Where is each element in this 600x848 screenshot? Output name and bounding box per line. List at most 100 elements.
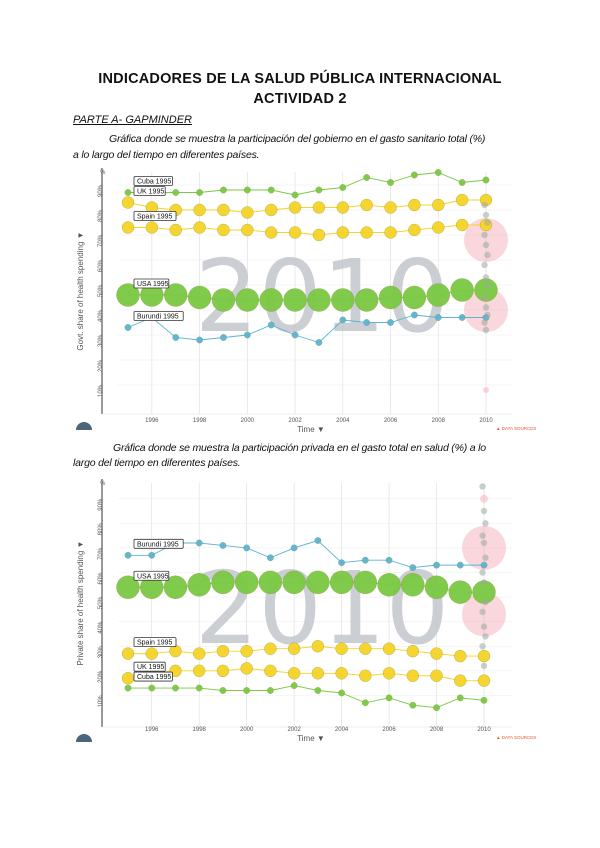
- c1-y-unit: %: [100, 170, 106, 176]
- c2-uk-1995-point-2005: [359, 669, 372, 682]
- c2-cluster-bubble-3: [482, 520, 489, 527]
- c2-spain-1995-point-2004: [335, 642, 348, 655]
- c2-usa-1995-point-2000: [235, 570, 259, 594]
- c2-y-tick-90: 90%: [98, 498, 104, 511]
- c2-highlight-bubble-1: [462, 525, 506, 570]
- c2-uk-1995-label-box: [133, 661, 166, 672]
- c1-burundi-1995-point-1999: [220, 334, 227, 341]
- c1-x-tick-2004: 2004: [336, 418, 350, 424]
- c1-cuba-1995-point-2000: [243, 186, 251, 194]
- c1-cluster-bubble-5: [482, 241, 490, 249]
- c2-spain-1995-point-2001: [264, 642, 277, 655]
- c1-y-tick-80: 80%: [98, 209, 104, 222]
- c2-burundi-1995-point-2007: [409, 564, 417, 571]
- c1-uk-1995-point-2000: [241, 206, 254, 219]
- c1-usa-1995-point-2009: [450, 278, 474, 302]
- caption-2-line-1: Gráfica donde se muestra la participació…: [113, 442, 486, 454]
- c2-spain-1995-point-2005: [359, 642, 372, 655]
- c1-burundi-1995-point-2006: [387, 319, 394, 326]
- c1-burundi-1995-label: Burundi 1995: [133, 311, 184, 321]
- c2-cuba-1995-label-text: Cuba 1995: [137, 674, 171, 681]
- c2-cluster-bubble-14: [480, 662, 488, 670]
- c1-spain-1995-point-1997: [169, 223, 182, 237]
- c2-usa-1995-point-2009: [448, 580, 472, 604]
- c2-uk-1995-point-1995: [121, 672, 135, 685]
- c2-usa-1995-point-2001: [258, 570, 283, 594]
- c1-usa-1995-point-2005: [355, 288, 379, 312]
- c2-uk-1995-point-1998: [193, 664, 206, 677]
- c2-cuba-1995-line: [128, 685, 485, 709]
- c1-spain-1995-point-2000: [241, 223, 254, 237]
- c2-burundi-1995-point-2005: [361, 556, 369, 564]
- c2-cuba-1995-label-box: [133, 671, 173, 682]
- c1-uk-1995-point-1998: [193, 203, 206, 217]
- c2-cluster-bubble-9: [482, 598, 489, 606]
- c2-usa-1995-label-box: [133, 570, 170, 581]
- c2-x-tick-2004: 2004: [335, 727, 349, 733]
- c2-uk-1995-label-text: UK 1995: [137, 664, 164, 671]
- c2-cuba-1995-label: Cuba 1995: [133, 671, 173, 682]
- c2-cluster-bubble-7: [479, 569, 486, 576]
- c1-cuba-1995-point-1995: [124, 189, 132, 196]
- c1-cluster-bubble-9: [484, 281, 491, 289]
- c1-usa-1995-point-2008: [426, 283, 450, 307]
- c2-cluster-bubble-5: [480, 539, 488, 547]
- c2-usa-1995-label: USA 1995: [133, 570, 170, 581]
- c2-burundi-1995-point-2010: [480, 561, 488, 569]
- c2-spain-1995-point-2000: [240, 645, 253, 658]
- c2-cuba-1995-point-2000: [243, 687, 251, 694]
- c1-usa-1995-point-2006: [378, 285, 403, 310]
- c1-y-label: Govt. share of health spending ▼: [76, 231, 85, 350]
- c1-uk-1995-point-1995: [121, 196, 135, 209]
- c1-burundi-1995-point-2007: [411, 311, 418, 319]
- c1-cuba-1995-point-2005: [363, 174, 371, 181]
- c1-cuba-1995-point-2001: [267, 186, 275, 194]
- c2-spain-1995-line: [128, 645, 484, 657]
- c2-burundi-1995-point-2000: [243, 544, 251, 552]
- c2-uk-1995-point-2004: [335, 667, 348, 680]
- c2-cuba-1995-point-2005: [361, 699, 369, 707]
- c1-data-source: ▲ DATA SOURCES: [496, 426, 536, 431]
- c1-spain-1995-point-2004: [336, 226, 349, 239]
- c2-spain-1995-point-1998: [193, 647, 206, 660]
- c1-cuba-1995-point-1997: [172, 189, 180, 196]
- c1-cuba-1995-point-2003: [315, 186, 323, 194]
- c2-cuba-1995-point-2003: [314, 687, 322, 694]
- c2-usa-1995-point-2008: [424, 575, 449, 599]
- c1-uk-1995-point-2008: [432, 198, 445, 212]
- c2-usa-1995-point-2006: [377, 573, 401, 597]
- c2-cuba-1995-point-2010: [480, 696, 488, 704]
- c1-spain-1995-label: Spain 1995: [133, 211, 177, 221]
- c2-highlight-bubble-3: [480, 494, 488, 503]
- c2-usa-1995-point-2007: [401, 573, 425, 597]
- c2-cuba-1995-point-2009: [456, 694, 464, 702]
- c2-uk-1995-point-2010: [477, 674, 491, 687]
- c1-spain-1995-point-2006: [384, 226, 397, 239]
- caption-1-line-2: a lo largo del tiempo en diferentes país…: [73, 149, 260, 161]
- c2-spain-1995-point-2006: [382, 642, 396, 655]
- c2-usa-1995-point-1998: [187, 573, 211, 597]
- c2-cluster-bubble-12: [482, 633, 489, 640]
- c1-usa-1995-label: USA 1995: [133, 278, 170, 289]
- c1-usa-1995-point-2007: [402, 285, 427, 310]
- c1-usa-1995-label-box: [133, 278, 170, 289]
- c1-x-tick-2010: 2010: [479, 418, 493, 424]
- c2-uk-1995-label: UK 1995: [133, 661, 166, 672]
- c1-burundi-1995-point-2003: [315, 339, 323, 346]
- c2-uk-1995-point-2003: [311, 667, 325, 680]
- c1-burundi-1995-label-box: [133, 311, 184, 321]
- c2-cluster-bubble-10: [479, 608, 486, 616]
- c2-cluster-bubble-2: [480, 507, 488, 515]
- section-heading: PARTE A- GAPMINDER: [73, 114, 192, 126]
- c1-spain-1995-point-2001: [265, 226, 278, 239]
- c2-y-tick-40: 40%: [98, 621, 104, 634]
- c1-uk-1995-point-2007: [408, 198, 421, 212]
- c1-cuba-1995-label-text: Cuba 1995: [137, 179, 171, 186]
- c1-spain-1995-label-text: Spain 1995: [137, 214, 173, 221]
- c2-usa-1995-point-2002: [282, 570, 306, 594]
- c1-cluster-bubble-2: [482, 211, 490, 219]
- c2-uk-1995-point-2008: [430, 669, 443, 682]
- c1-cuba-1995-point-2010: [482, 176, 490, 184]
- c1-cluster-bubble-3: [484, 219, 491, 226]
- caption-2-line-2: largo del tiempo en diferentes países.: [73, 457, 241, 469]
